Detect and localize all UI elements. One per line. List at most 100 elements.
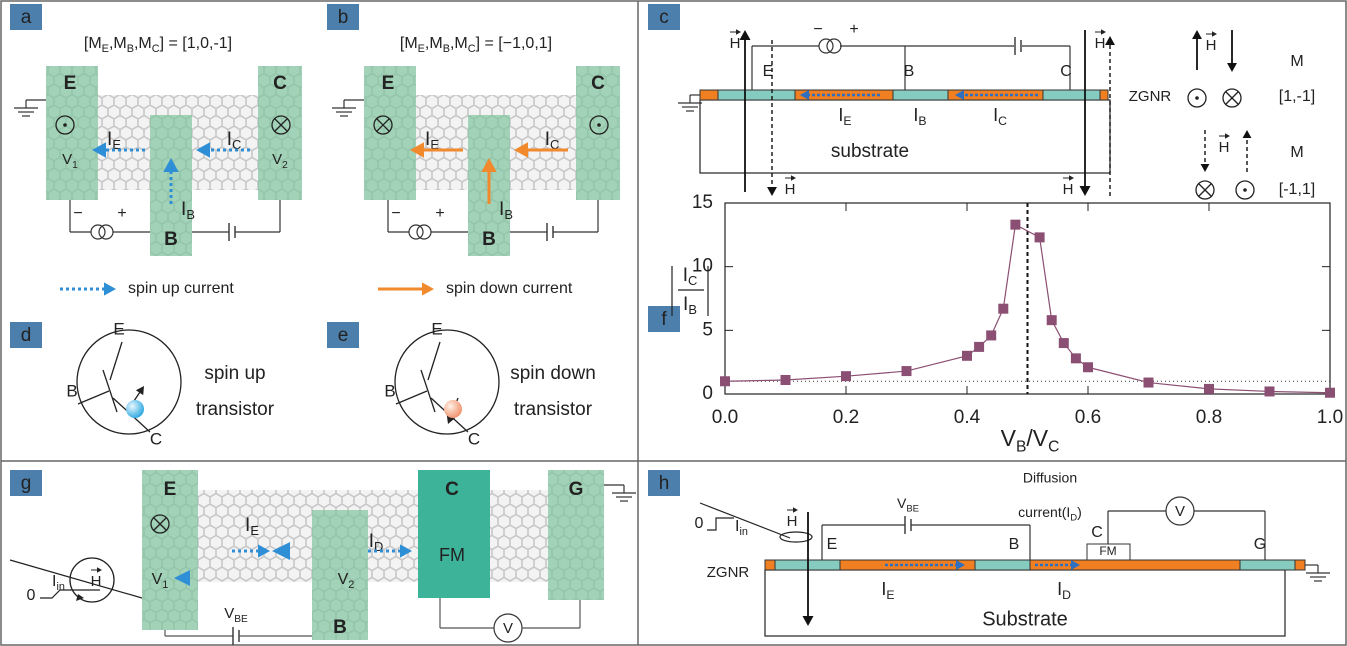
text-part: ] = [−1,0,1]	[476, 35, 553, 52]
subscript: E	[102, 43, 109, 55]
y-tick-label: 15	[692, 192, 713, 213]
current-source	[819, 39, 833, 53]
subscript: C	[468, 43, 476, 55]
pulse	[707, 518, 734, 530]
x-tick-label: 0.2	[833, 407, 859, 428]
legend-label: spin down current	[446, 280, 573, 297]
field-label: H	[1095, 35, 1106, 52]
label: [1,-1]	[1279, 88, 1315, 105]
arrow-head	[740, 30, 751, 40]
data-point	[1144, 378, 1154, 388]
label: M	[1290, 144, 1303, 161]
panel-label: e	[338, 325, 349, 346]
arrow-head	[767, 187, 777, 196]
subscript: D	[1062, 588, 1071, 602]
electrode-label: B	[333, 617, 347, 638]
label: −	[391, 205, 400, 222]
x-tick-label: 1.0	[1317, 407, 1343, 428]
substrate-label: Substrate	[982, 608, 1068, 630]
panel-label: h	[659, 473, 670, 494]
label: E	[113, 319, 124, 338]
field-label: H	[730, 35, 741, 52]
electrode-label: B	[164, 229, 178, 250]
annotation: current(ID)	[1018, 504, 1082, 523]
data-point	[1071, 353, 1081, 363]
data-point	[1035, 232, 1045, 242]
data-point	[1083, 362, 1093, 372]
caption: transistor	[196, 399, 275, 420]
subscript: 2	[348, 579, 354, 591]
electrode-label: FM	[1099, 544, 1116, 558]
x-tick-label: 0.6	[1075, 407, 1101, 428]
text-part: /V	[1026, 425, 1048, 451]
arrow-head	[1227, 63, 1237, 72]
current-source	[409, 225, 423, 239]
text-part: V	[338, 571, 349, 588]
transistor-outline	[77, 330, 181, 434]
subscript: 2	[282, 159, 288, 170]
transistor-outline	[395, 330, 499, 434]
arrow-head	[1201, 164, 1210, 172]
subscript: C	[152, 43, 160, 55]
data-point	[1204, 384, 1214, 394]
data-point	[998, 304, 1008, 314]
substrate-label: substrate	[831, 141, 909, 162]
data-point	[1059, 338, 1069, 348]
subscript: 1	[72, 159, 78, 170]
data-point	[1265, 386, 1275, 396]
substrate	[700, 100, 1110, 173]
electrode-label: C	[273, 73, 287, 94]
arrow-head	[736, 29, 741, 35]
subscript: B	[186, 207, 195, 222]
label: C	[1091, 524, 1103, 541]
subscript: B	[443, 43, 450, 55]
arrow-head	[1105, 36, 1115, 45]
label: −	[813, 21, 822, 38]
text-part: [M	[84, 35, 102, 52]
text-part: ,M	[134, 35, 152, 52]
field-out-dot	[1243, 188, 1247, 192]
label: C	[468, 429, 480, 448]
subscript: in	[739, 526, 747, 538]
configuration: [ME,MB,MC] = [1,0,-1]	[84, 35, 232, 55]
y-tick-label: 0	[702, 383, 713, 404]
label: VBE	[897, 495, 919, 514]
voltmeter-label: V	[503, 620, 513, 637]
arrow-head	[97, 567, 102, 573]
contact	[975, 560, 1030, 570]
wire	[421, 370, 435, 412]
text-part: V	[62, 151, 72, 168]
wire	[103, 370, 117, 412]
subscript: B	[918, 114, 926, 128]
label: VBE	[224, 605, 248, 625]
data-point	[1047, 315, 1057, 325]
spin-carrier	[444, 400, 462, 418]
label: −	[73, 205, 82, 222]
arrow-head	[104, 282, 116, 295]
wire	[396, 391, 427, 404]
y-axis-label: IB	[683, 294, 697, 317]
contact	[1240, 560, 1295, 570]
label: G	[1254, 536, 1266, 553]
field-label: H	[1219, 139, 1230, 156]
subscript: 1	[162, 579, 168, 591]
subscript: E	[843, 114, 851, 128]
subscript: B	[688, 302, 697, 317]
label: B	[384, 381, 395, 400]
panel-label: d	[21, 325, 32, 346]
pulse	[40, 590, 100, 598]
field-label: H	[787, 513, 798, 530]
arrow-head	[793, 507, 798, 513]
label: +	[117, 205, 126, 222]
electrode-label: C	[591, 73, 605, 94]
data-point	[974, 342, 984, 352]
label: B	[66, 381, 77, 400]
wire	[78, 391, 109, 404]
panel-label: a	[21, 7, 32, 28]
text-part: ,M	[425, 35, 443, 52]
arrow-head	[791, 175, 796, 181]
subscript: E	[886, 588, 894, 602]
text-part: V	[1001, 425, 1017, 451]
arrow-head	[1101, 29, 1106, 35]
text-part: V	[224, 605, 234, 622]
